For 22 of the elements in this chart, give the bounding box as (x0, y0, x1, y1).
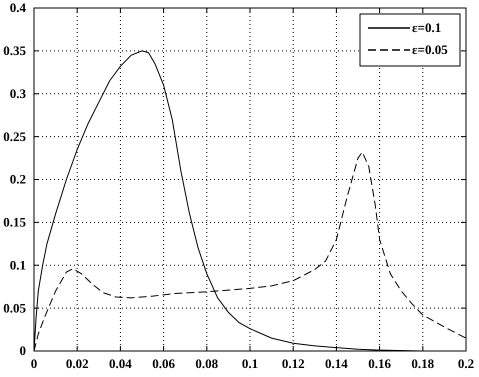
y-tick-label: 0.35 (3, 43, 26, 58)
x-tick-label: 0.06 (152, 356, 176, 372)
legend-label: ε=0.1 (412, 20, 442, 35)
y-tick-label: 0.05 (3, 300, 26, 316)
y-tick-label: 0.15 (3, 214, 26, 230)
x-tick-label: 0.1 (242, 356, 258, 372)
y-tick-label: 0.1 (10, 257, 26, 272)
y-tick-label: 0.25 (3, 128, 26, 144)
x-tick-label: 0.14 (325, 356, 348, 372)
x-tick-label: 0 (30, 356, 38, 372)
x-tick-label: 0.2 (458, 356, 474, 372)
y-tick-label: 0.4 (10, 0, 26, 16)
y-tick-label: 0 (20, 343, 26, 358)
x-tick-label: 0.08 (195, 356, 219, 372)
y-tick-label: 0.2 (10, 172, 26, 187)
y-tick-label: 0.3 (10, 86, 26, 101)
x-tick-label: 0.12 (282, 356, 305, 372)
legend-label: ε=0.05 (412, 42, 448, 57)
x-tick-label: 0.16 (368, 356, 392, 372)
x-tick-label: 0.02 (66, 356, 89, 372)
x-tick-label: 0.04 (109, 356, 132, 372)
x-tick-label: 0.18 (411, 356, 435, 372)
